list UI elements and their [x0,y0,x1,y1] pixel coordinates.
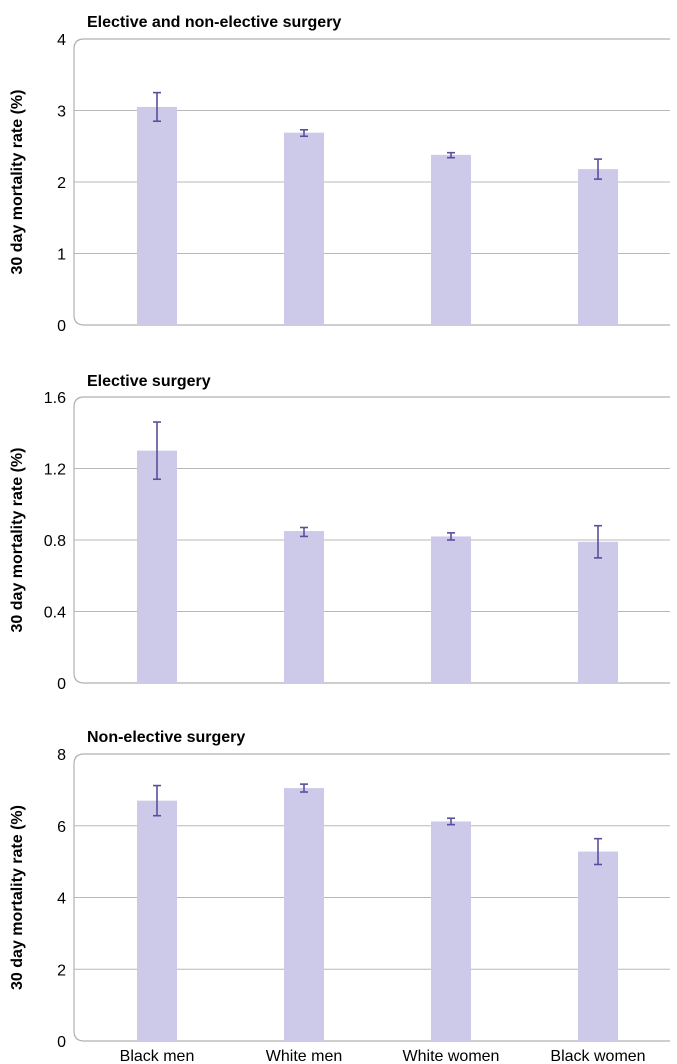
y-tick-label: 6 [57,819,66,836]
error-bar [447,151,455,159]
panel-title: Elective surgery [87,373,211,390]
y-axis-label: 30 day mortality rate (%) [9,805,26,990]
panel-title: Non-elective surgery [87,729,245,746]
error-bar [594,837,602,866]
y-tick-label: 0 [57,318,66,335]
panel-title: Elective and non-elective surgery [87,14,341,31]
x-category-label: White women [403,1048,500,1064]
y-tick-label: 2 [57,175,66,192]
bar [284,531,324,683]
error-bar [153,421,161,481]
x-category-label: White men [266,1048,342,1064]
bar [284,788,324,1041]
error-bar [447,817,455,826]
bar [431,821,471,1041]
bar [137,800,177,1041]
bar [137,450,177,683]
y-tick-label: 0 [57,676,66,693]
y-tick-label: 1.2 [44,462,66,479]
y-tick-label: 0 [57,1034,66,1051]
plot-frame [73,38,670,326]
bar [137,106,177,325]
y-axis-label: 30 day mortality rate (%) [9,448,26,633]
y-tick-label: 3 [57,104,66,121]
bar [431,536,471,683]
error-bar [153,784,161,817]
bar [578,541,618,683]
y-tick-label: 4 [57,32,66,49]
chart-panel-1: 0 1 2 3 4 Elective and non-elective surgery 30… [9,14,670,335]
error-bar [447,532,455,541]
bar [284,132,324,325]
bar [578,169,618,325]
bar [431,154,471,325]
error-bar [300,783,308,793]
x-category-label: Black men [120,1048,195,1064]
y-tick-label: 0.4 [44,605,66,622]
error-bar [300,129,308,138]
bar [578,851,618,1041]
error-bar [300,526,308,538]
y-axis-label: 30 day mortality rate (%) [9,90,26,275]
error-bar [594,524,602,559]
y-tick-label: 4 [57,891,66,908]
error-bar [153,91,161,123]
y-tick-label: 0.8 [44,533,66,550]
y-tick-label: 2 [57,962,66,979]
error-bar [594,158,602,180]
chart-panel-2: 0 0.4 0.8 1.2 1.6 Elective surgery 30 day mort… [9,373,670,693]
y-tick-label: 8 [57,747,66,764]
y-tick-label: 1 [57,247,66,264]
plot-frame [73,753,670,1042]
chart-panel-3: 0 2 4 6 8 Non-elective surgery 30 day mortalit… [9,729,670,1064]
x-category-label: Black women [550,1048,645,1064]
y-tick-label: 1.6 [44,390,66,407]
plot-frame [73,396,670,684]
